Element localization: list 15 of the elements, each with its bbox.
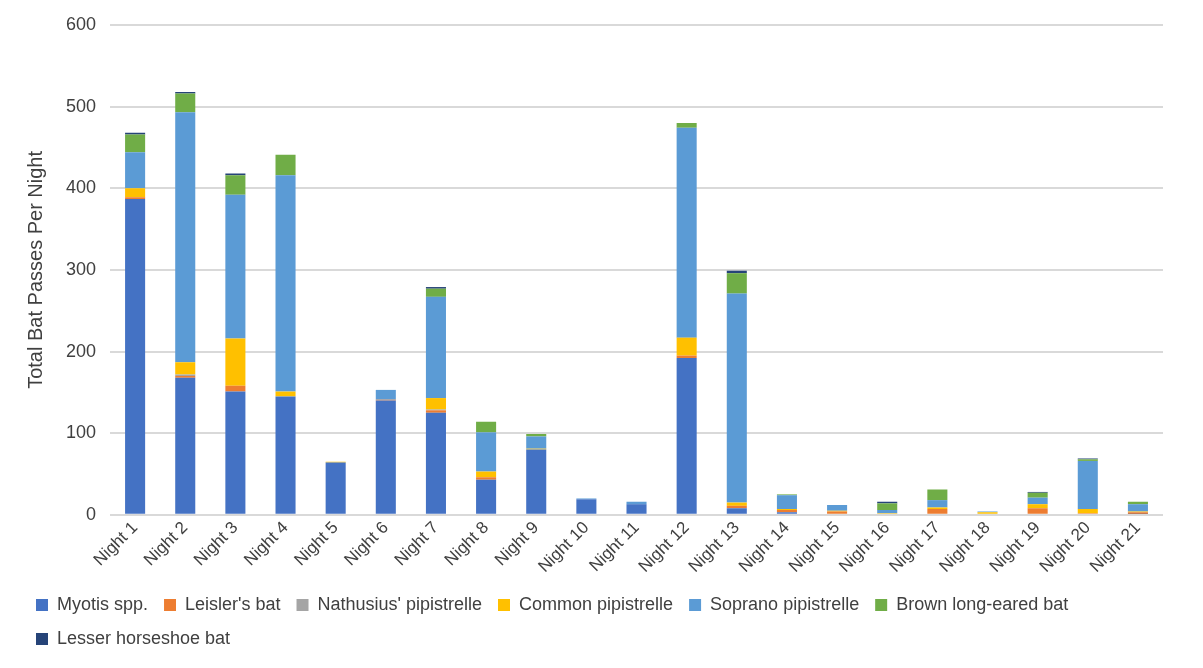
y-tick-label: 100 (65, 422, 97, 443)
legend-label: Brown long-eared bat (896, 593, 1069, 614)
y-tick-label: 500 (65, 95, 97, 116)
y-tick-label: 0 (86, 503, 97, 524)
legend-label: Soprano pipistrelle (710, 593, 860, 614)
legend-label: Myotis spp. (57, 593, 149, 614)
legend-label: Common pipistrelle (519, 593, 674, 614)
y-tick-label: 200 (65, 340, 97, 361)
legend-label: Lesser horseshoe bat (57, 627, 231, 648)
legend-label: Nathusius' pipistrelle (317, 593, 483, 614)
legend-label: Leisler's bat (185, 593, 281, 614)
y-axis-title: Total Bat Passes Per Night (23, 150, 46, 389)
y-tick-label: 400 (65, 177, 97, 198)
y-tick-label: 300 (65, 258, 97, 279)
y-tick-label: 600 (65, 13, 97, 34)
